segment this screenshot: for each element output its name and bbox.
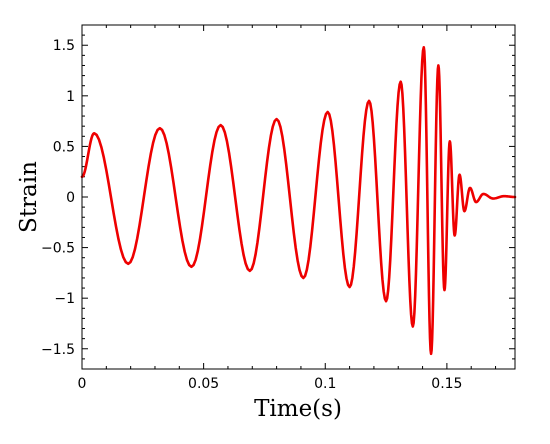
y-tick-label: 0: [66, 190, 75, 206]
y-tick-label: 1.5: [53, 38, 75, 54]
x-tick-label: 0: [78, 376, 87, 392]
x-tick-label: 0.05: [188, 376, 219, 392]
y-tick-label: 0.5: [53, 139, 75, 155]
plot-area: [82, 25, 515, 369]
y-tick-label: −0.5: [41, 241, 75, 257]
y-tick-label: 1: [66, 89, 75, 105]
y-tick-label: −1.5: [41, 342, 75, 358]
x-axis-title: Time(s): [254, 396, 342, 422]
strain-series-line: [80, 45, 517, 356]
tick-labels: 0 0.05 0.1 0.15 −1.5 −1 −0.5 0 0.5 1 1.5: [41, 38, 462, 392]
x-tick-label: 0.1: [314, 376, 336, 392]
y-axis-title: Strain: [16, 161, 42, 233]
y-tick-label: −1: [54, 291, 75, 307]
plot-frame: [81, 24, 516, 370]
x-tick-label: 0.15: [431, 376, 462, 392]
